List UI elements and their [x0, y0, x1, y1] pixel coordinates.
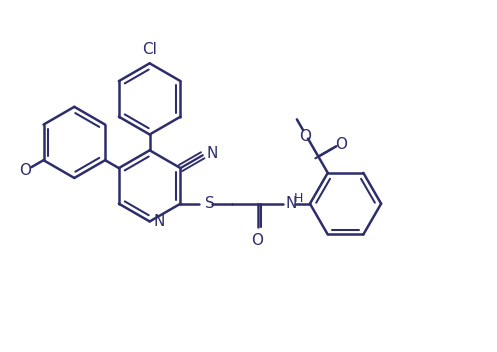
- Text: Cl: Cl: [142, 42, 157, 57]
- Text: H: H: [294, 192, 304, 205]
- Text: N: N: [207, 146, 218, 161]
- Text: O: O: [251, 233, 263, 248]
- Text: N: N: [285, 196, 297, 211]
- Text: O: O: [19, 163, 31, 178]
- Text: S: S: [205, 196, 214, 211]
- Text: O: O: [335, 138, 347, 152]
- Text: N: N: [154, 214, 165, 229]
- Text: O: O: [299, 129, 311, 144]
